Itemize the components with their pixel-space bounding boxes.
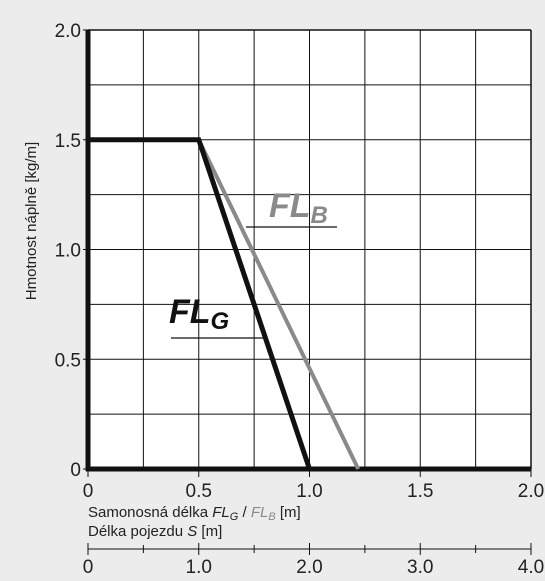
x2-axis-label: Délka pojezdu S [m] bbox=[88, 523, 222, 540]
x2-tick-label: 4.0 bbox=[518, 557, 544, 576]
y-axis-label: Hmotnost náplně [kg/m] bbox=[23, 142, 40, 300]
secondary-x-axis: 0 1.0 2.0 3.0 4.0 bbox=[83, 543, 544, 578]
y-tick-label: 1.0 bbox=[55, 241, 81, 262]
x2-tick-label: 3.0 bbox=[407, 557, 433, 576]
y-tick-label: 2.0 bbox=[55, 21, 81, 42]
series-lines bbox=[88, 137, 361, 470]
series-fl-b-line bbox=[196, 138, 361, 470]
tick-labels: 0 0.5 1.0 1.5 2.0 0 0.5 1.0 1.5 2.0 bbox=[55, 21, 545, 502]
x-tick-label: 0 bbox=[83, 481, 94, 502]
x-tick-label: 0.5 bbox=[186, 481, 212, 502]
x-tick-label: 1.5 bbox=[407, 481, 433, 502]
series-labels: FLB FLG bbox=[169, 187, 337, 339]
series-label-fl-b: FLB bbox=[269, 187, 328, 229]
x2-tick-label: 1.0 bbox=[186, 557, 212, 576]
y-tick-label: 0 bbox=[70, 460, 81, 481]
x2-tick-label: 0 bbox=[83, 557, 94, 576]
x2-tick-label: 2.0 bbox=[296, 557, 322, 576]
y-tick-label: 0.5 bbox=[55, 350, 81, 371]
x-tick-label: 2.0 bbox=[518, 481, 544, 502]
x-axis-label: Samonosná délka FLG / FLB [m] bbox=[88, 504, 301, 523]
series-label-fl-g: FLG bbox=[169, 293, 229, 335]
series-fl-g-line bbox=[88, 137, 312, 470]
x-tick-label: 1.0 bbox=[296, 481, 322, 502]
y-tick-label: 1.5 bbox=[55, 131, 81, 152]
